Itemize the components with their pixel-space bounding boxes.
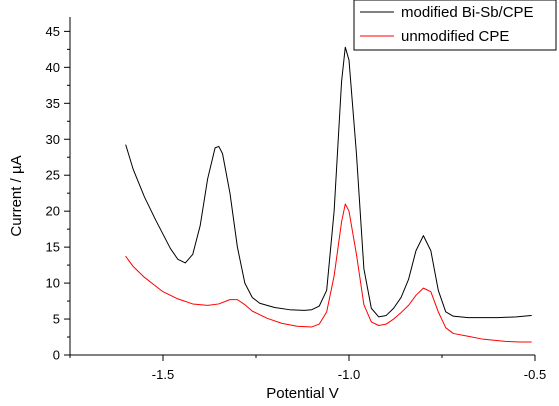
y-tick-label: 10	[46, 276, 60, 291]
y-axis-title: Current / µA	[8, 155, 25, 236]
y-tick-label: 5	[53, 312, 60, 327]
x-tick-label: -1.0	[338, 367, 360, 382]
series-line-modified	[125, 46, 532, 319]
legend-box	[353, 0, 557, 51]
legend-label-modified: modified Bi-Sb/CPE	[401, 4, 534, 21]
y-tick-label: 35	[46, 96, 60, 111]
legend: modified Bi-Sb/CPE unmodified CPE	[353, 0, 557, 51]
y-tick-label: 15	[46, 240, 60, 255]
x-tick-label: -1.5	[152, 367, 174, 382]
legend-label-unmodified: unmodified CPE	[401, 28, 509, 45]
series-layer	[125, 46, 532, 343]
y-tick-label: 20	[46, 204, 60, 219]
x-tick-label: -0.5	[524, 367, 546, 382]
x-axis-title: Potential V	[266, 385, 339, 402]
y-tick-label: 40	[46, 60, 60, 75]
y-tick-label: 25	[46, 168, 60, 183]
y-tick-label: 45	[46, 24, 60, 39]
axes-layer: -1.5 -1.0 -0.5 0 5 10 15 20 25 30 35 40 45	[46, 17, 546, 382]
y-tick-label: 0	[53, 348, 60, 363]
series-line-unmodified	[125, 203, 532, 343]
y-tick-label: 30	[46, 132, 60, 147]
